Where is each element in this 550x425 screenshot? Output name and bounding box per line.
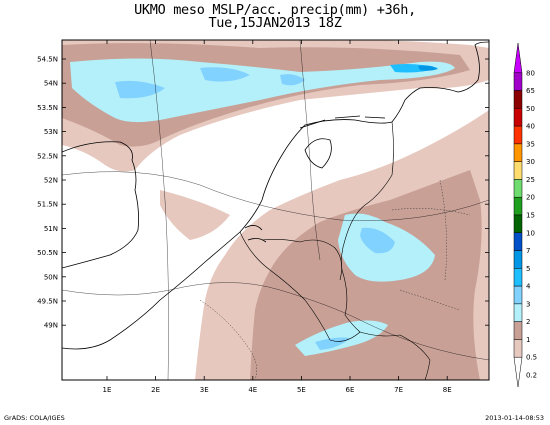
precip-area-belgium-3mm <box>315 337 350 350</box>
england-coastline <box>62 141 139 269</box>
region-borders <box>199 179 471 380</box>
colorbar-label: 65 <box>526 87 535 95</box>
lon-label: 6E <box>346 386 355 394</box>
lat-label: 49N <box>44 322 58 330</box>
precip-area-continent-mid-b <box>160 190 230 240</box>
footer-timestamp: 2013-01-14-08:53 <box>485 414 544 422</box>
colorbar-label: 40 <box>526 123 535 131</box>
lon-label: 4E <box>248 386 257 394</box>
colorbar-swatch <box>513 161 523 180</box>
isobar-2 <box>62 282 489 361</box>
isobar-1 <box>62 171 489 222</box>
colorbar-label: 35 <box>526 140 535 148</box>
colorbar-swatch <box>513 321 523 340</box>
region-border-fr-1 <box>199 299 257 380</box>
coastlines <box>62 41 489 350</box>
precip-area-northsea-3mm <box>115 80 165 99</box>
precip-area-northsea-5mm <box>418 65 438 71</box>
colorbar-swatch <box>513 250 523 269</box>
lon-label: 5E <box>297 386 306 394</box>
precip-area-northsea-2mm <box>70 58 455 123</box>
colorbar-label: 80 <box>526 69 535 77</box>
colorbar-swatch <box>513 232 523 251</box>
lon-label: 1E <box>103 386 112 394</box>
colorbar-swatch <box>513 90 523 109</box>
isobars <box>62 40 489 380</box>
precip-area-germany-3mm <box>360 227 395 254</box>
border-fr-de <box>359 331 431 380</box>
colorbar-label: 4 <box>526 283 531 291</box>
precip-fields <box>62 40 489 380</box>
colorbar-swatch <box>513 42 523 74</box>
lon-label: 7E <box>394 386 403 394</box>
border-be-fr <box>239 231 331 341</box>
lon-label: 2E <box>151 386 160 394</box>
colorbar-label: 7 <box>526 247 530 255</box>
precip-area-northsea-3mm-c <box>280 74 305 86</box>
colorbar-swatch <box>513 303 523 322</box>
colorbar-label: 2 <box>526 318 530 326</box>
longitude-axis: 1E 2E 3E 4E 5E 6E 7E 8E <box>103 40 452 394</box>
ijsselmeer-shore <box>304 138 332 169</box>
map-title-line1: UKMO meso MSLP/acc. precip(mm) +36h, <box>134 2 416 18</box>
colorbar-label: 20 <box>526 194 535 202</box>
colorbar-swatch <box>513 356 523 388</box>
colorbar-swatch <box>513 339 523 358</box>
colorbar-label: 50 <box>526 105 535 113</box>
lat-label: 51N <box>44 225 58 233</box>
isobar-3 <box>149 40 169 380</box>
germany-coastline <box>391 41 489 123</box>
lat-label: 49.5N <box>37 298 58 306</box>
border-nl-de <box>341 121 394 271</box>
country-borders <box>239 121 431 380</box>
waddenzee-islands <box>299 115 386 129</box>
region-border-de-1 <box>391 208 471 216</box>
netherlands-coastline <box>239 119 393 233</box>
lon-label: 8E <box>443 386 452 394</box>
colorbar-swatch <box>513 143 523 162</box>
latitude-axis: 54.5N 54N 53.5N 53N 52.5N 52N 51.5N 51N 50.5N 50N… <box>37 56 489 330</box>
lat-label: 53N <box>44 128 58 136</box>
colorbar-swatch <box>513 72 523 91</box>
colorbar-label: 0.5 <box>526 354 537 362</box>
colorbar-label: 5 <box>526 265 530 273</box>
precip-area-ardennes-2mm <box>290 295 330 313</box>
colorbar-swatch <box>513 179 523 198</box>
lat-label: 50.5N <box>37 249 58 257</box>
colorbar-swatch <box>513 214 523 234</box>
colorbar-swatch <box>513 125 523 145</box>
lat-label: 54N <box>44 80 58 88</box>
colorbar-swatch <box>513 285 523 305</box>
footer-credit: GrADS: COLA/IGES <box>4 414 65 422</box>
isobar-4 <box>299 40 321 261</box>
colorbar-label: 10 <box>526 229 535 237</box>
colorbar-swatch <box>513 268 523 287</box>
colorbar-swatch <box>513 196 523 216</box>
map-frame <box>61 39 490 381</box>
map-title-line2: Tue,15JAN2013 18Z <box>208 15 342 31</box>
colorbar-swatch <box>513 108 523 127</box>
colorbar-label: 0.2 <box>526 372 537 380</box>
precip-area-northsea-3mm-b <box>200 67 250 82</box>
colorbar-label: 3 <box>526 300 530 308</box>
lat-label: 51.5N <box>37 201 58 209</box>
lat-label: 52N <box>44 177 58 185</box>
lat-label: 54.5N <box>37 56 58 64</box>
lat-label: 50N <box>44 273 58 281</box>
france-coastline <box>62 231 241 350</box>
lat-label: 53.5N <box>37 104 58 112</box>
zeeland-delta <box>244 225 267 243</box>
lat-label: 52.5N <box>37 152 58 160</box>
colorbar-label: 30 <box>526 158 535 166</box>
border-be-de-lux <box>329 269 361 342</box>
colorbar-label: 1 <box>526 336 530 344</box>
lon-label: 3E <box>200 386 209 394</box>
colorbar-label: 15 <box>526 212 535 220</box>
colorbar-label: 25 <box>526 176 535 184</box>
precip-colorbar: 80 65 50 40 35 30 25 20 15 10 7 5 4 3 2 1 0.5 0.2 <box>513 42 537 388</box>
region-border-de-2 <box>399 289 461 311</box>
